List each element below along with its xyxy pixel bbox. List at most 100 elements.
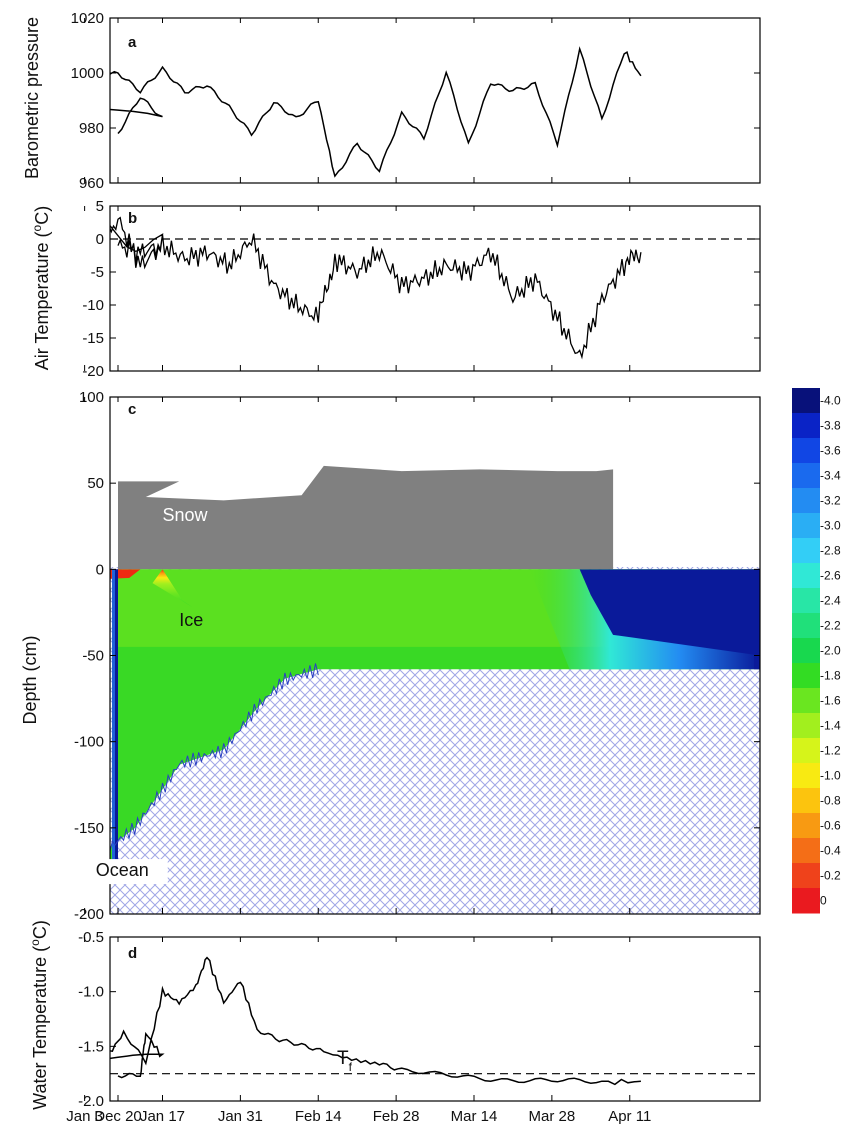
x-tick-label: Apr 11 (608, 1108, 651, 1125)
y-tick-label: 980 (79, 120, 104, 137)
x-tick-label: Jan 3 (66, 1108, 103, 1125)
colorbar-swatch (792, 813, 820, 839)
y-tick-label: 1000 (71, 65, 104, 82)
colorbar-swatch (792, 463, 820, 489)
panel-b-ylabel-degree: o (30, 224, 44, 231)
panel-d-frame (109, 936, 761, 1102)
water-temperature-series-line (110, 956, 641, 1086)
colorbar-tick-label: -3.4 (820, 469, 841, 483)
colorbar-swatch (792, 538, 820, 564)
panel-a: a 960 980 1000 1020 Barometric pressure (22, 10, 761, 192)
panel-d-ylabel-main: Water Temperature ( (30, 946, 50, 1110)
colorbar-tick-label: -1.8 (820, 669, 841, 683)
colorbar-swatch (792, 413, 820, 439)
y-tick-label: 0 (96, 231, 104, 248)
x-tick-label: Mar 28 (529, 1108, 576, 1125)
x-tick-label: Dec 20 (94, 1108, 142, 1125)
panel-d-ylabel: Water Temperature (oC) (28, 920, 50, 1110)
y-tick-label: -10 (82, 297, 104, 314)
panel-c-plot-area (110, 465, 760, 914)
colorbar-tick-label: -2.0 (820, 644, 841, 658)
colorbar-tick-label: -3.2 (820, 494, 841, 508)
panel-c-region-labels: Snow Ice Ocean (89, 505, 209, 885)
y-tick-label: -1.0 (78, 984, 104, 1001)
colorbar-tick-label: -3.0 (820, 519, 841, 533)
panel-d-ylabel-unit: C) (30, 920, 50, 939)
x-tick-label: Jan 31 (218, 1108, 263, 1125)
colorbar-tick-label: -1.4 (820, 719, 841, 733)
panel-c-yticks: -200 -150 -100 -50 0 50 100 (74, 389, 760, 923)
panel-c-label: c (128, 401, 136, 418)
panel-b-yticks: -20 -15 -10 -5 0 5 (82, 198, 760, 380)
colorbar-swatch (792, 888, 820, 914)
panel-b: b -20 -15 -10 -5 0 5 Air Temperature (oC) (30, 198, 761, 380)
pressure-series-line (110, 46, 642, 178)
y-tick-label: 100 (79, 389, 104, 406)
ice-temperature-contours (110, 569, 760, 866)
colorbar-swatch (792, 838, 820, 864)
panel-b-frame (109, 205, 761, 372)
colorbar-swatch (792, 763, 820, 789)
y-tick-label: -5 (91, 264, 104, 281)
panel-a-frame (109, 17, 761, 184)
y-tick-label: 960 (79, 175, 104, 192)
ocean-label-background (89, 859, 168, 885)
colorbar-swatch (792, 563, 820, 589)
colorbar-swatch (792, 488, 820, 514)
colorbar-swatch (792, 863, 820, 889)
panel-d-label: d (128, 945, 137, 962)
colorbar-swatch (792, 663, 820, 689)
colorbar-swatch (792, 438, 820, 464)
panel-c: c -200 -150 -100 -50 0 50 100 Depth (cm) Snow I… (20, 389, 761, 923)
colorbar-tick-label: -1.6 (820, 694, 841, 708)
colorbar-tick-label: -0.2 (820, 869, 841, 883)
panel-a-label: a (128, 34, 137, 51)
air-temperature-series-line (110, 216, 642, 360)
panel-d-yticks: -2.0-1.5-1.0-0.5 (78, 929, 760, 1110)
colorbar-tick-label: -3.8 (820, 419, 841, 433)
y-tick-label: -0.5 (78, 929, 104, 946)
snow-layer (118, 465, 614, 570)
colorbar-swatch (792, 788, 820, 814)
coldest-surface-region (579, 569, 760, 656)
x-tick-label: Feb 28 (373, 1108, 420, 1125)
y-tick-label: -1.5 (78, 1038, 104, 1055)
colorbar-swatch (792, 738, 820, 764)
colorbar-swatch (792, 613, 820, 639)
panel-b-ylabel-unit: C) (32, 206, 52, 225)
panel-d: d -2.0-1.5-1.0-0.5 Tf Water Temperature … (28, 18, 761, 1125)
colorbar-tick-label: -2.4 (820, 594, 841, 608)
y-tick-label: -100 (74, 734, 104, 751)
y-tick-label: -200 (74, 906, 104, 923)
y-tick-label: 50 (87, 475, 104, 492)
deepest-cold-left-edge (115, 569, 118, 866)
panel-b-ylabel-main: Air Temperature ( (32, 231, 52, 370)
colorbar-swatch (792, 688, 820, 714)
ice-ocean-boundary (110, 663, 319, 854)
y-tick-label: -20 (82, 363, 104, 380)
colorbar: -4.0 -3.8 -3.6 -3.4 -3.2 -3.0 -2.8 -2.6 -2.4 -2.2… (792, 388, 841, 914)
snow-label: Snow (163, 505, 209, 525)
panel-a-yticks: 960 980 1000 1020 (71, 10, 760, 192)
x-tick-label: Feb 14 (295, 1108, 342, 1125)
y-tick-label: -15 (82, 330, 104, 347)
colorbar-tick-label: -4.0 (820, 394, 841, 408)
tf-label-main: T (337, 1048, 349, 1069)
panel-a-ylabel: Barometric pressure (22, 17, 42, 179)
y-tick-label: -150 (74, 820, 104, 837)
y-tick-label: 5 (96, 198, 104, 215)
tf-label-sub: f (349, 1060, 353, 1074)
tf-label: Tf (337, 1048, 353, 1074)
colorbar-swatch (792, 588, 820, 614)
colorbar-tick-label: -2.6 (820, 569, 841, 583)
panel-c-ylabel: Depth (cm) (20, 635, 40, 724)
colorbar-tick-label: -2.2 (820, 619, 841, 633)
colorbar-tick-label: -3.6 (820, 444, 841, 458)
warm-surface-region (152, 569, 193, 608)
colorbar-tick-label: -1.2 (820, 744, 841, 758)
colorbar-tick-label: -1.0 (820, 769, 841, 783)
cold-right-edge (754, 569, 760, 670)
colorbar-tick-label: -0.4 (820, 844, 841, 858)
